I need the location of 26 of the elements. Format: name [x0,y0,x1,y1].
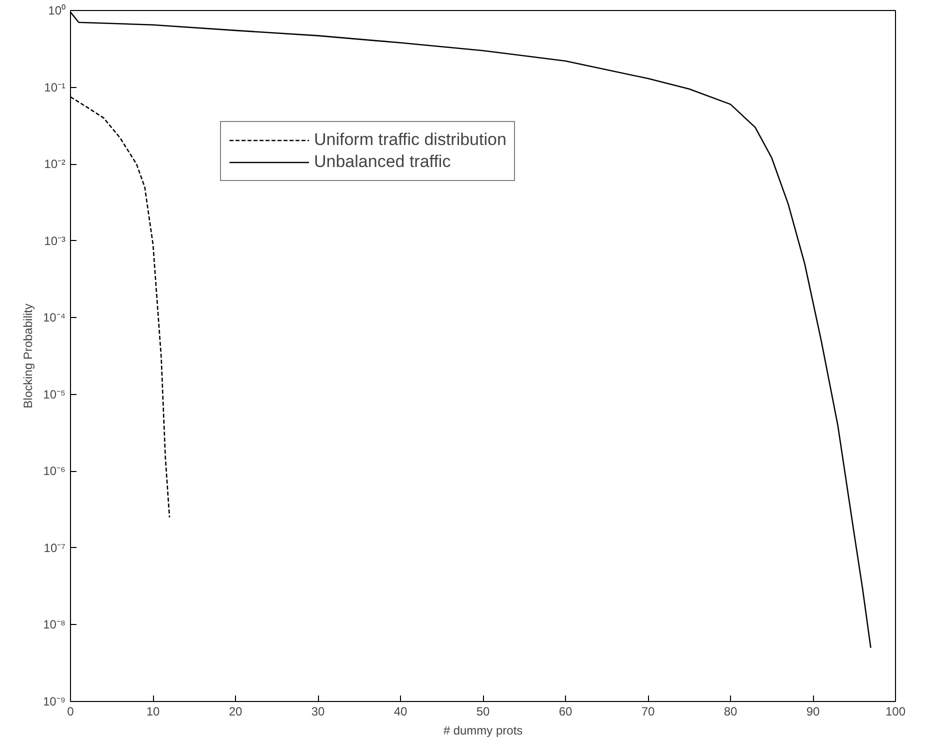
x-tick-label: 90 [806,704,820,718]
x-tick-label: 60 [558,704,572,718]
x-tick-label: 0 [67,704,74,718]
x-tick-label: 100 [885,704,906,718]
y-tick-label: 10⁻⁹ [43,694,66,708]
y-tick-label: 10⁻⁷ [44,540,66,555]
x-tick-label: 30 [311,704,325,718]
x-axis-title: # dummy prots [443,724,523,738]
x-tick-label: 50 [476,704,490,718]
x-tick-label: 10 [146,704,160,718]
legend-label: Unbalanced traffic [314,152,451,172]
y-tick-label: 10⁻⁸ [43,618,66,632]
x-tick-label: 70 [641,704,655,718]
y-tick-label: 10⁰ [48,4,66,18]
y-axis-title: Blocking Probability [20,304,35,408]
x-tick-label: 40 [394,704,408,718]
legend-label: Uniform traffic distribution [314,130,506,150]
y-tick-label: 10⁻² [44,157,66,172]
y-tick-label: 10⁻³ [44,234,66,248]
x-tick-label: 20 [228,704,242,718]
x-tick-label: 80 [724,704,738,718]
y-tick-label: 10⁻⁴ [42,310,66,325]
y-tick-label: 10⁻⁵ [43,387,66,402]
line-series [70,96,170,518]
y-tick-label: 10⁻⁶ [43,464,66,478]
y-tick-label: 10⁻¹ [44,80,66,94]
